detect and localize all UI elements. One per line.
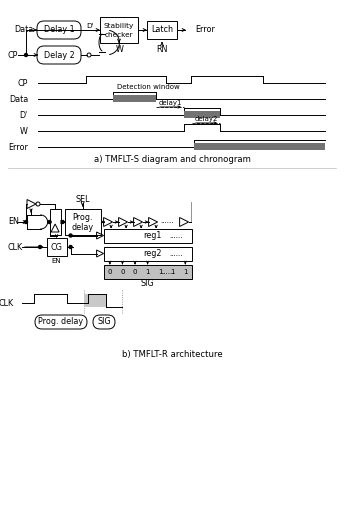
Text: delay2: delay2 [194, 116, 218, 122]
Bar [84, 294, 106, 307]
Text: SEL: SEL [75, 195, 90, 205]
Text: CP: CP [18, 79, 28, 88]
Text: Latch: Latch [151, 25, 173, 35]
Text: 0: 0 [108, 268, 112, 275]
Text: checker: checker [105, 32, 133, 38]
Text: D': D' [20, 110, 28, 120]
Text: EN: EN [52, 258, 62, 264]
Text: Error: Error [195, 25, 215, 35]
Text: Error: Error [8, 142, 28, 151]
Text: W: W [20, 126, 28, 136]
Bar [104, 265, 192, 279]
Text: CG: CG [51, 242, 63, 252]
Text: Detection window: Detection window [117, 84, 180, 90]
Text: reg1: reg1 [143, 231, 161, 240]
Bar [100, 17, 138, 43]
Text: ......: ...... [169, 251, 183, 256]
Bar [104, 228, 192, 242]
Text: Data: Data [14, 25, 33, 35]
Text: delay: delay [72, 223, 94, 232]
Bar [113, 95, 156, 102]
Circle shape [24, 221, 28, 223]
Text: b) TMFLT-R architecture: b) TMFLT-R architecture [122, 351, 222, 359]
Circle shape [69, 246, 72, 249]
Text: CLK: CLK [8, 242, 23, 252]
Circle shape [69, 234, 72, 237]
Text: CLK: CLK [0, 298, 14, 308]
Bar [184, 111, 220, 118]
Text: Data: Data [9, 94, 28, 104]
Circle shape [39, 246, 42, 249]
Text: ......: ...... [169, 233, 183, 238]
Text: reg2: reg2 [143, 249, 161, 258]
Bar [46, 238, 67, 256]
Text: ......: ...... [160, 218, 173, 224]
FancyBboxPatch shape [35, 315, 87, 329]
Text: RN: RN [156, 45, 168, 53]
FancyBboxPatch shape [37, 46, 81, 64]
Text: 1: 1 [171, 268, 175, 275]
Bar [50, 209, 61, 235]
Bar [104, 247, 192, 261]
Text: Stability: Stability [104, 23, 134, 29]
Text: Delay 1: Delay 1 [44, 25, 74, 35]
Text: Delay 2: Delay 2 [44, 50, 74, 60]
Circle shape [48, 221, 51, 223]
Bar [65, 209, 100, 235]
Text: 0: 0 [133, 268, 137, 275]
Text: CP: CP [8, 50, 18, 60]
FancyBboxPatch shape [37, 21, 81, 39]
Text: 1: 1 [183, 268, 187, 275]
Bar [147, 21, 177, 39]
Text: 1: 1 [146, 268, 150, 275]
Circle shape [24, 53, 28, 56]
Text: EN: EN [8, 218, 19, 226]
Text: Prog. delay: Prog. delay [39, 318, 84, 326]
Text: 0: 0 [120, 268, 125, 275]
Bar [194, 143, 325, 150]
Text: SIG: SIG [97, 318, 111, 326]
Text: D': D' [86, 23, 94, 29]
Text: delay1: delay1 [158, 100, 182, 106]
Text: SIG: SIG [141, 279, 154, 288]
Text: 1: 1 [158, 268, 162, 275]
Circle shape [61, 221, 64, 223]
Text: Prog.: Prog. [72, 213, 93, 223]
FancyBboxPatch shape [93, 315, 115, 329]
Text: a) TMFLT-S diagram and chronogram: a) TMFLT-S diagram and chronogram [94, 155, 250, 165]
Text: W: W [116, 45, 124, 53]
Text: ......: ...... [161, 268, 175, 275]
